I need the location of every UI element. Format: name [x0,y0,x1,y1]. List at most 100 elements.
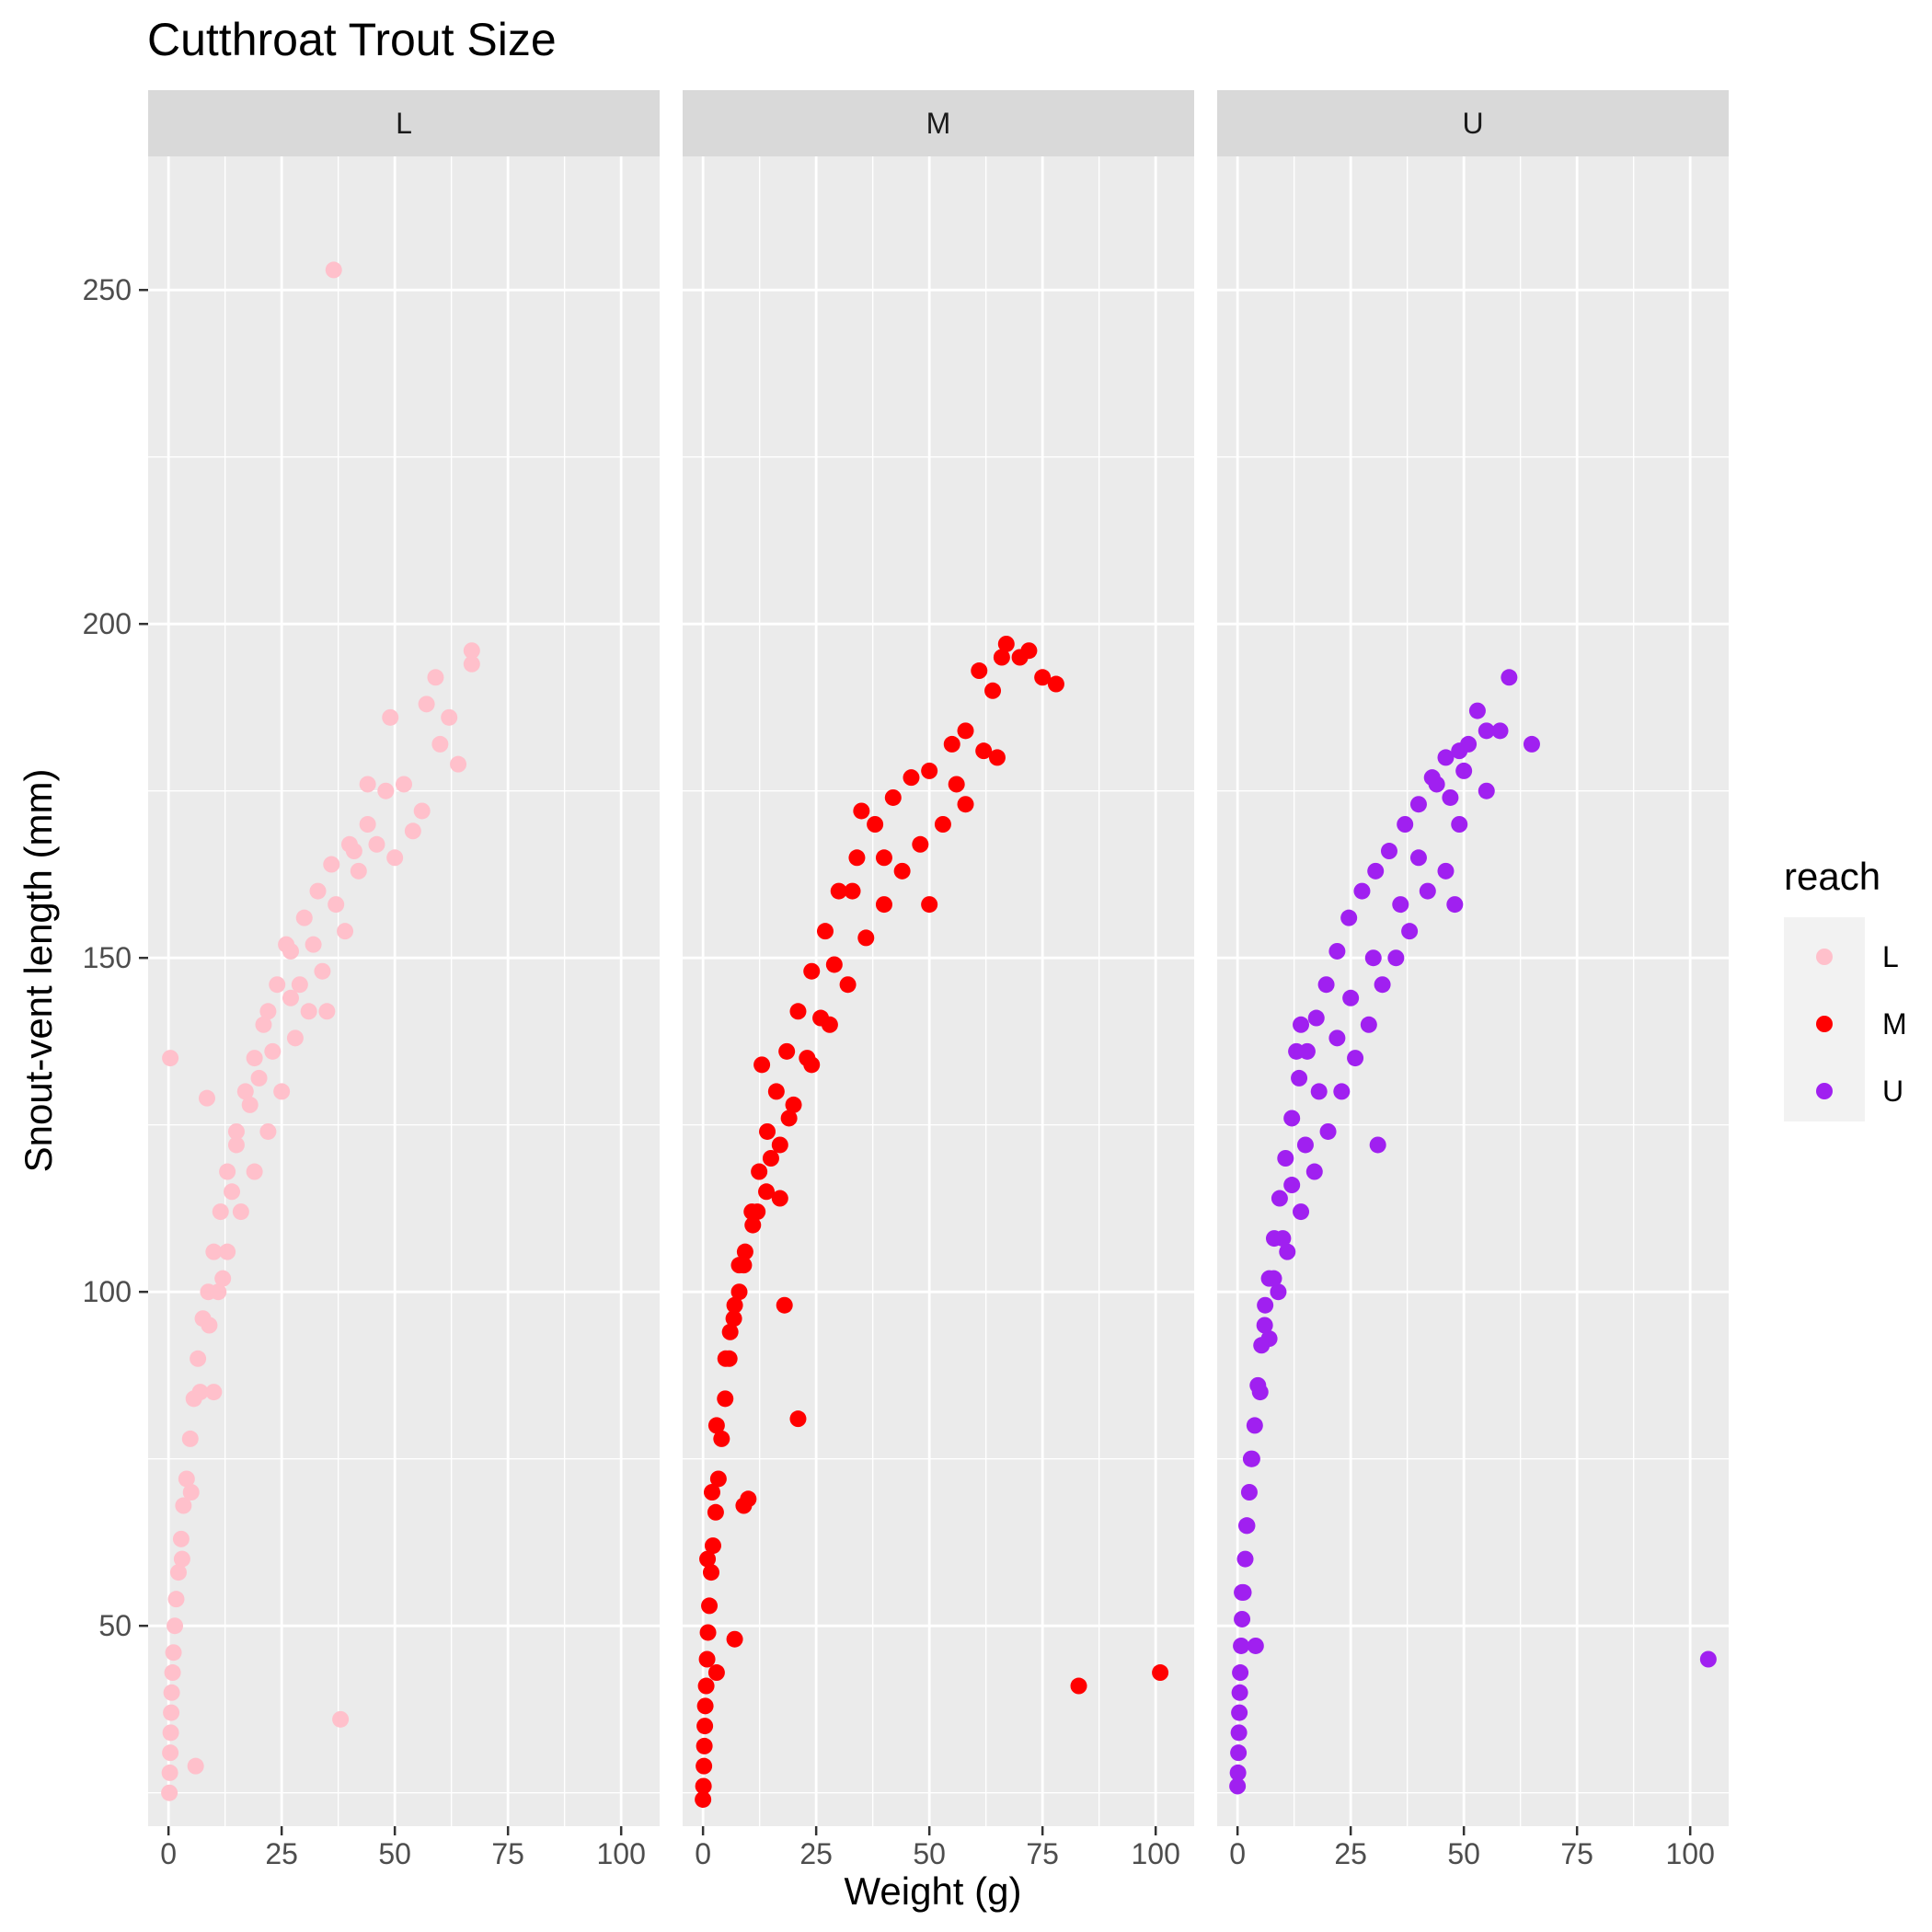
data-point [744,1216,762,1234]
data-point [172,1530,190,1547]
facet-strip-label: M [926,107,951,140]
data-point [1291,1069,1308,1087]
data-point [1455,762,1473,779]
data-point [162,1724,179,1742]
data-point [921,896,938,914]
data-point [721,1323,739,1340]
data-point [1232,1664,1249,1682]
data-point [1374,976,1391,994]
x-tick-label: 75 [1560,1837,1593,1870]
data-point [704,1537,721,1555]
data-point [753,1056,771,1074]
data-point [1270,1283,1287,1301]
data-point [1274,1230,1292,1248]
data-point [1347,1050,1364,1067]
data-point [893,862,911,880]
facet-panel-m: M 0 25 50 75 100 [683,90,1194,1870]
data-point [1256,1317,1273,1334]
data-point [1360,1016,1377,1033]
data-point [1070,1677,1087,1695]
data-point [1468,702,1486,719]
data-point [328,896,345,914]
data-point [309,882,327,900]
data-point [1364,949,1382,967]
data-point [259,1122,277,1140]
y-axis-title: Snout-vent length (mm) [17,769,60,1173]
facet-strip-label: U [1462,107,1483,140]
data-point [264,1042,282,1060]
data-point [875,849,892,867]
data-point [771,1190,788,1207]
data-point [751,1163,768,1180]
data-point [1234,1583,1251,1601]
data-point [726,1296,743,1314]
x-tick-label: 0 [1229,1837,1246,1870]
data-point [1152,1664,1169,1682]
data-point [948,776,965,793]
data-point [771,1136,788,1154]
data-point [219,1243,236,1260]
data-point [1242,1450,1259,1467]
data-point [1460,735,1478,753]
data-point [703,1484,720,1501]
data-point [332,1710,350,1728]
data-point [300,1003,317,1020]
data-point [736,1243,753,1260]
data-point [1419,882,1436,900]
data-point [971,662,988,680]
data-point [696,1718,714,1735]
data-point [903,769,920,787]
data-point [1437,749,1455,766]
data-point [1319,1122,1337,1140]
data-point [701,1597,719,1615]
data-point [993,649,1010,666]
data-point [778,1042,796,1060]
data-point [997,635,1015,652]
data-point [1392,896,1409,914]
data-point [382,708,399,726]
data-point [190,1350,207,1367]
data-point [1523,735,1540,753]
data-point [396,776,412,793]
data-point [848,849,866,867]
data-point [844,882,861,900]
data-point [175,1497,192,1514]
data-point [241,1096,259,1113]
data-point [232,1203,249,1221]
data-point [717,1390,734,1408]
x-tick-label: 50 [1447,1837,1480,1870]
data-point [884,788,902,806]
data-point [224,1183,241,1201]
data-point [812,1009,830,1027]
y-axis: 50 100 150 200 250 [83,273,148,1642]
data-point [450,755,467,773]
data-point [259,1003,277,1020]
data-point [1442,788,1459,806]
data-point [702,1564,719,1581]
data-point [165,1644,182,1662]
data-point [201,1317,218,1334]
facet-strip [148,90,660,156]
data-point [337,923,354,940]
data-point [295,909,313,926]
facet-panels: L 0 25 50 75 100 M 0 25 50 75 100 U 0 25 50 75 100 50 100 15… [83,90,1729,1870]
data-point [205,1243,223,1260]
data-point [178,1470,195,1488]
data-point [418,696,435,713]
data-point [699,1624,717,1641]
data-point [921,762,938,779]
chart-title: Cutthroat Trout Size [147,14,557,65]
data-point [758,1183,776,1201]
data-point [162,1050,179,1067]
data-point [250,1069,268,1087]
data-point [975,742,993,760]
data-point [1333,1083,1351,1100]
data-point [1034,669,1052,686]
data-point [1446,896,1464,914]
data-point [1277,1150,1294,1167]
data-point [1478,782,1495,799]
data-point [1699,1650,1717,1668]
data-point [957,796,974,813]
data-point [305,936,322,953]
data-point [1260,1330,1278,1348]
